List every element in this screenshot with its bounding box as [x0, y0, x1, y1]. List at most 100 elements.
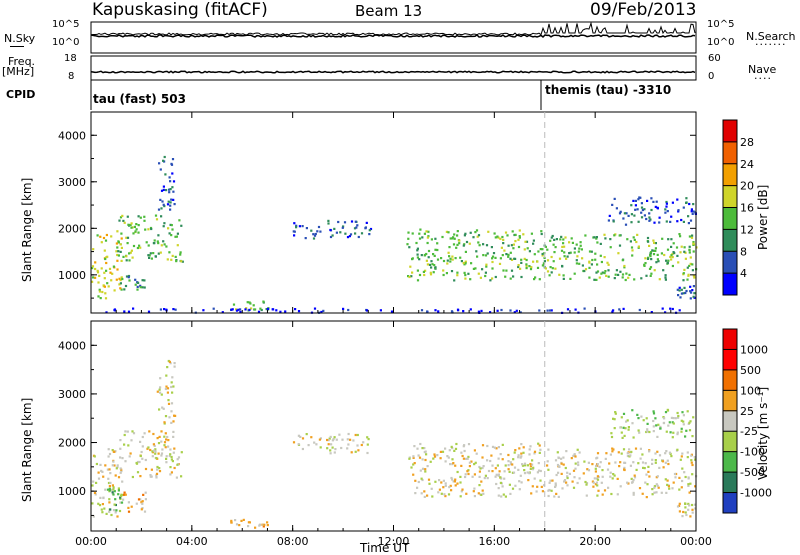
data-cell [327, 443, 330, 446]
data-cell [548, 488, 551, 492]
data-cell [114, 474, 117, 477]
data-cell [119, 279, 122, 282]
data-cell [328, 437, 331, 440]
data-cell [645, 430, 648, 434]
data-cell [170, 224, 173, 227]
data-cell [406, 243, 409, 246]
data-cell [666, 408, 669, 411]
data-cell [633, 238, 636, 241]
data-cell [159, 251, 162, 254]
xtick-label: 20:00 [579, 535, 611, 548]
data-cell [110, 279, 113, 282]
data-cell [690, 236, 694, 239]
data-cell [419, 442, 422, 446]
data-cell [347, 443, 350, 446]
data-cell [521, 463, 524, 466]
data-cell [163, 308, 166, 311]
data-cell [168, 176, 171, 179]
right-tick-top: 10^5 [707, 19, 735, 30]
data-cell [507, 460, 510, 463]
data-cell [140, 508, 143, 511]
data-cell [666, 459, 669, 462]
data-cell [519, 311, 522, 314]
data-cell [682, 206, 685, 209]
data-cell [479, 276, 482, 279]
data-cell [153, 444, 156, 447]
data-cell [520, 261, 523, 264]
data-cell [451, 237, 454, 240]
data-cell [158, 467, 161, 470]
data-cell [641, 461, 645, 464]
data-cell [609, 453, 612, 456]
data-cell [143, 432, 146, 435]
data-cell [532, 239, 535, 242]
data-cell [130, 226, 133, 229]
data-cell [485, 244, 489, 247]
data-cell [127, 501, 130, 504]
data-cell [116, 259, 119, 262]
data-cell [682, 279, 685, 282]
data-cell [237, 308, 240, 311]
data-cell [556, 463, 560, 467]
colorbar-swatch [723, 472, 737, 493]
data-cell [118, 277, 121, 280]
data-cell [455, 442, 458, 446]
data-cell [591, 463, 594, 466]
data-cell [613, 427, 616, 430]
data-cell [584, 234, 587, 237]
data-cell [313, 307, 317, 310]
data-cell [124, 284, 128, 288]
data-cell [633, 476, 637, 479]
data-cell [444, 482, 447, 485]
cpid-segment-1: tau (fast) 503 [93, 92, 186, 106]
data-cell [419, 469, 422, 472]
data-cell [146, 447, 149, 450]
data-cell [117, 254, 120, 257]
data-cell [494, 236, 497, 239]
data-cell [472, 490, 475, 493]
data-cell [453, 279, 456, 282]
data-cell [98, 290, 101, 293]
data-cell [154, 255, 157, 258]
data-cell [174, 308, 177, 311]
data-cell [117, 250, 120, 253]
data-cell [457, 309, 460, 312]
data-cell [672, 417, 675, 420]
data-cell [648, 475, 651, 478]
data-cell [305, 433, 308, 436]
data-cell [651, 462, 654, 465]
data-cell [134, 283, 137, 286]
data-cell [604, 270, 607, 273]
data-cell [157, 452, 160, 455]
data-cell [137, 231, 140, 234]
data-cell [165, 457, 168, 460]
data-cell [480, 493, 483, 496]
data-cell [111, 449, 114, 452]
data-cell [661, 237, 664, 240]
data-cell [304, 237, 307, 240]
data-cell [113, 289, 116, 292]
data-cell [507, 464, 510, 467]
data-cell [644, 462, 647, 465]
data-cell [629, 464, 632, 467]
data-cell [139, 216, 142, 219]
data-cell [554, 484, 557, 487]
data-cell [482, 465, 485, 468]
data-cell [132, 307, 135, 310]
data-cell [497, 457, 500, 460]
data-cell [538, 278, 541, 281]
data-cell [517, 454, 520, 457]
data-cell [338, 433, 341, 436]
data-cell [556, 451, 559, 454]
data-cell [426, 310, 429, 313]
data-cell [552, 260, 555, 263]
data-cell [101, 503, 104, 506]
data-cell [500, 477, 503, 480]
data-cell [550, 309, 553, 312]
data-cell [425, 259, 428, 262]
data-cell [623, 468, 626, 471]
data-cell [548, 481, 551, 484]
data-cell [542, 262, 545, 265]
data-cell [538, 444, 541, 447]
data-cell [159, 386, 162, 389]
